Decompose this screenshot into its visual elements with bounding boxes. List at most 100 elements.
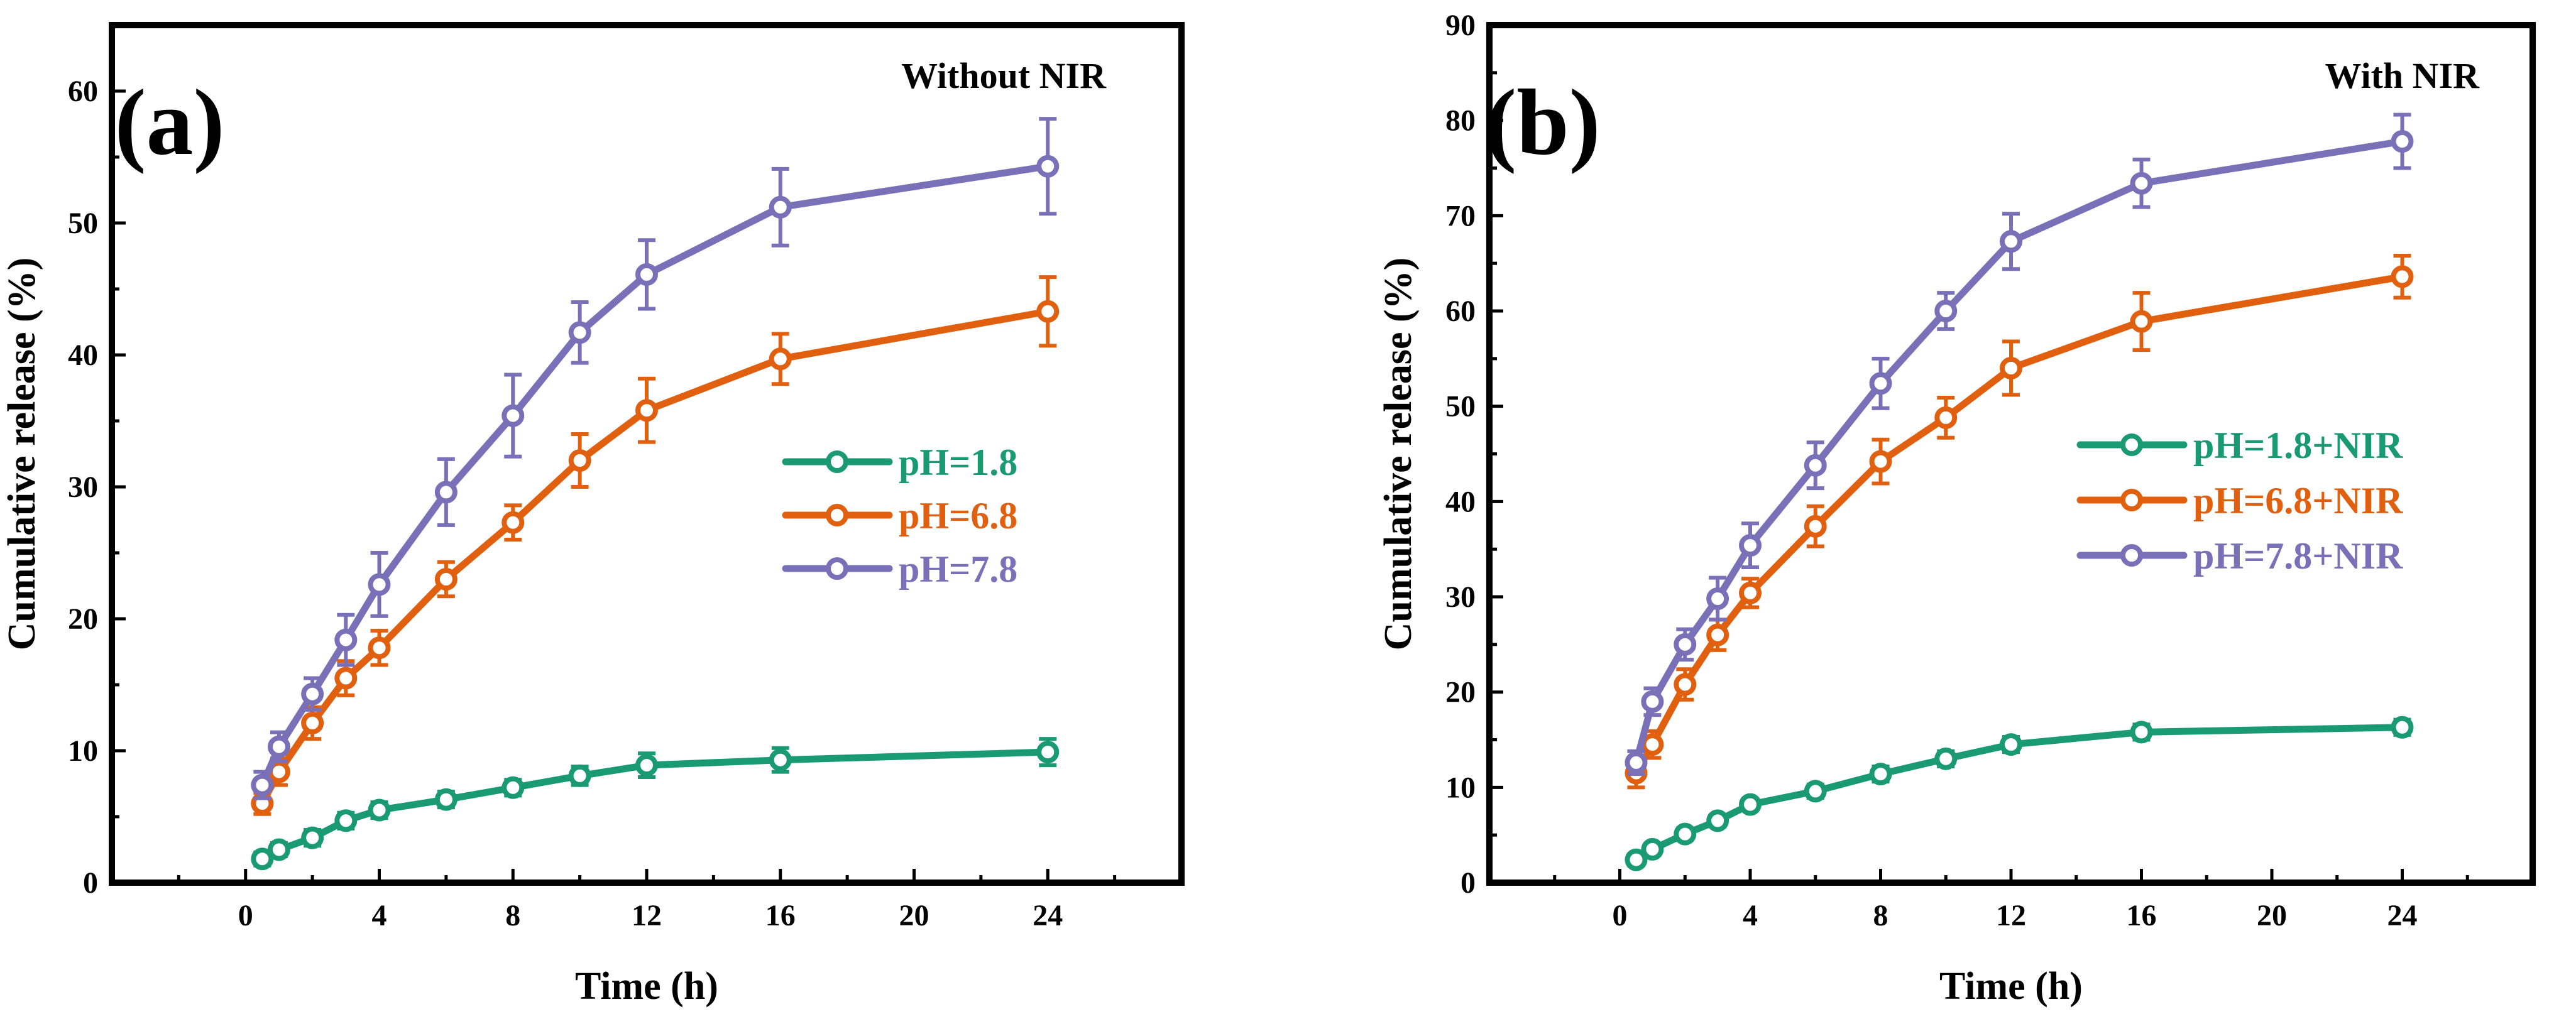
data-point (368, 573, 391, 596)
data-point (434, 788, 458, 811)
legend-label: pH=6.8+NIR (2193, 480, 2403, 521)
data-point (1036, 300, 1060, 323)
data-point (334, 628, 358, 651)
data-point (1739, 793, 1762, 816)
data-point (2130, 721, 2153, 744)
data-point (1934, 300, 1958, 322)
y-tick-label: 90 (1445, 9, 1476, 42)
x-tick-label: 4 (1743, 899, 1758, 932)
legend-label: pH=7.8+NIR (2193, 535, 2403, 577)
legend-marker (826, 504, 848, 526)
series-0 (1625, 716, 2414, 871)
data-point (368, 636, 391, 660)
x-tick-label: 8 (1873, 899, 1888, 932)
legend-label: pH=1.8+NIR (2193, 425, 2403, 466)
data-point (1674, 673, 1697, 696)
data-point (1641, 733, 1664, 756)
data-point (434, 568, 458, 591)
x-tick-label: 12 (1996, 899, 2026, 932)
data-point (1625, 848, 1648, 871)
data-point (1641, 690, 1664, 713)
panel-a: 0 10 20 30 40 50 60 0 4 8 12 16 20 24 Time (h) Cumulati… (1, 22, 1185, 1008)
y-tick-label: 50 (1445, 390, 1476, 423)
panel-title: With NIR (2325, 55, 2480, 96)
data-point (1674, 822, 1697, 846)
x-axis-label: Time (h) (1939, 965, 2083, 1008)
series-1 (251, 275, 1060, 816)
plot-frame (1486, 22, 2536, 886)
y-tick-label: 0 (1461, 866, 1476, 900)
y-tick-label: 50 (68, 207, 98, 240)
data-point (769, 195, 792, 219)
data-point (1934, 747, 1958, 770)
data-point (1625, 751, 1648, 774)
x-tick-label: 24 (1033, 899, 1063, 932)
data-point (1934, 406, 1958, 429)
data-point (2000, 357, 2022, 379)
data-point (1804, 780, 1827, 803)
y-axis-label: Cumulative release (%) (1377, 258, 1420, 651)
data-point (301, 682, 324, 705)
data-point (635, 263, 658, 286)
panel-label: (a) (115, 70, 225, 175)
data-point (1706, 623, 1729, 646)
data-point (1869, 763, 1892, 786)
y-tick-label: 30 (1445, 580, 1476, 614)
panel-title: Without NIR (901, 55, 1107, 96)
legend-label: pH=6.8 (899, 495, 1017, 537)
data-point (1674, 633, 1697, 656)
series-1 (1625, 254, 2414, 790)
y-tick-label: 10 (68, 734, 98, 768)
x-tick-label: 20 (899, 899, 929, 932)
legend-marker (826, 450, 848, 473)
x-tick-label: 8 (505, 899, 520, 932)
data-point (568, 449, 591, 472)
y-tick-label: 30 (68, 471, 98, 504)
x-tick-label: 20 (2257, 899, 2287, 932)
data-point (2130, 172, 2153, 195)
data-point (568, 321, 591, 344)
x-tick-label: 0 (238, 899, 253, 932)
data-point (251, 773, 274, 797)
series-0 (251, 737, 1060, 871)
panel-label: (b) (1485, 70, 1600, 175)
y-tick-label: 40 (1445, 485, 1476, 518)
data-point (501, 511, 525, 534)
data-point (434, 481, 458, 504)
y-tick-label: 60 (1445, 295, 1476, 328)
y-tick-label: 0 (83, 866, 98, 900)
data-point (334, 667, 358, 690)
data-point (1706, 809, 1729, 832)
data-point (2130, 310, 2153, 333)
y-tick-label: 10 (1445, 771, 1476, 804)
data-point (1739, 581, 1762, 604)
data-point (334, 809, 358, 832)
data-point (251, 847, 274, 871)
data-point (1036, 741, 1060, 764)
panel-b: 0 10 20 30 40 50 60 70 80 90 0 4 8 12 16 20 24 Time (h) Cu… (1377, 9, 2536, 1008)
series-2 (1625, 112, 2414, 776)
data-point (501, 404, 525, 427)
data-point (2000, 230, 2022, 253)
y-tick-label: 20 (68, 602, 98, 636)
data-point (368, 798, 391, 822)
y-axis-label: Cumulative release (%) (1, 258, 43, 651)
data-point (1869, 450, 1892, 473)
data-point (2391, 265, 2414, 288)
y-tick-label: 40 (68, 339, 98, 372)
legend-marker (826, 557, 848, 580)
legend-label: pH=7.8 (899, 548, 1017, 590)
data-point (635, 754, 658, 777)
x-tick-label: 4 (372, 899, 387, 932)
data-point (1036, 155, 1060, 178)
legend-marker (2120, 433, 2143, 456)
data-point (769, 347, 792, 371)
y-tick-label: 70 (1445, 199, 1476, 232)
data-point (1804, 454, 1827, 477)
data-point (2000, 733, 2022, 756)
data-point (267, 838, 290, 861)
data-point (568, 764, 591, 787)
y-tick-label: 20 (1445, 676, 1476, 709)
x-tick-label: 24 (2387, 899, 2418, 932)
